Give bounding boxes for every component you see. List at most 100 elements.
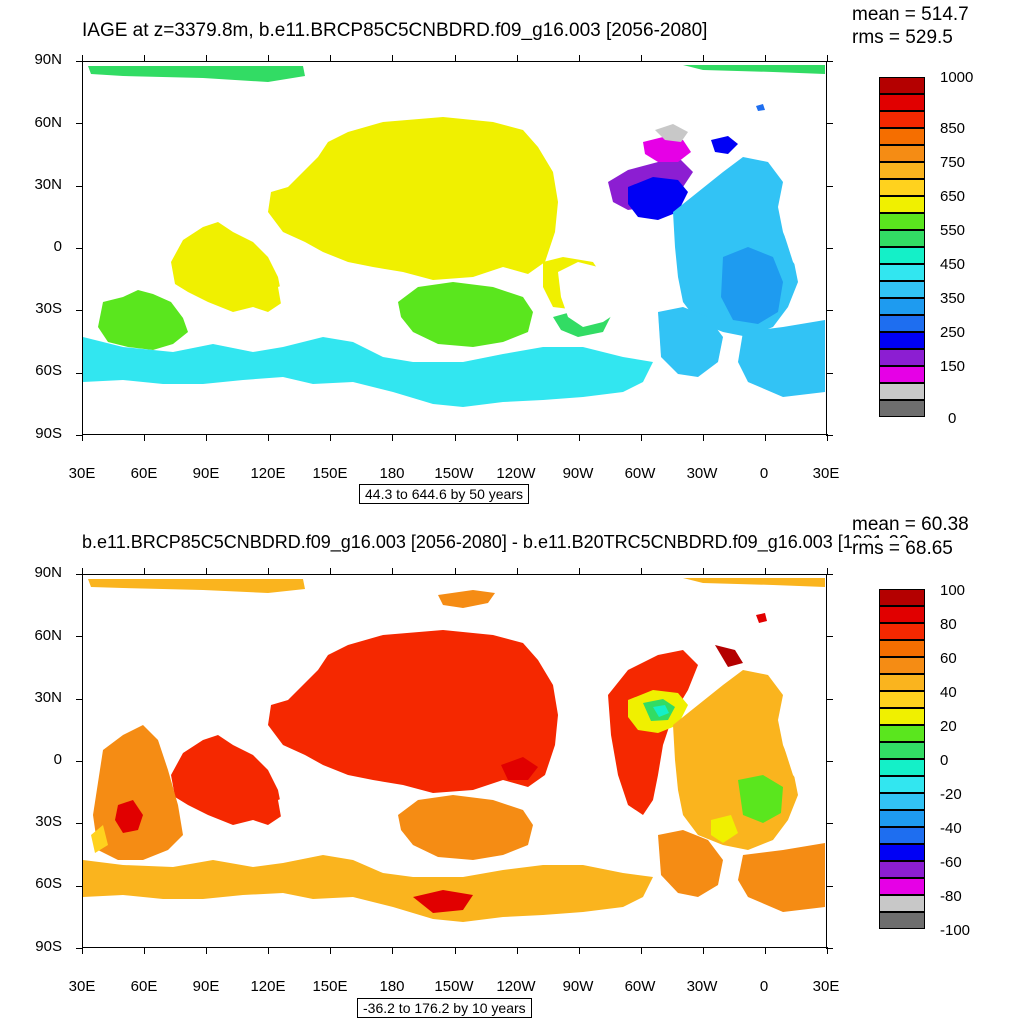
- top-colorbar-label: 450: [940, 256, 966, 273]
- bottom-lon-label: 30W: [686, 978, 718, 995]
- top-panel: IAGE at z=3379.8m, b.e11.BRCP85C5CNBDRD.…: [34, 4, 973, 504]
- bottom-lon-label: 60E: [130, 978, 158, 995]
- colorbar-swatch: [879, 332, 925, 349]
- top-lon-label: 120W: [496, 465, 536, 482]
- colorbar-swatch: [879, 383, 925, 400]
- top-lon-label: 60E: [130, 465, 158, 482]
- axis-tick: [826, 886, 833, 887]
- top-lat-label: 30N: [34, 176, 62, 193]
- colorbar-swatch: [879, 606, 925, 623]
- bottom-colorbar-label: 100: [940, 582, 966, 599]
- axis-tick: [455, 55, 456, 62]
- axis-tick: [826, 948, 833, 949]
- bottom-lon-label: 30E: [812, 978, 840, 995]
- bottom-colorbar-label: 60: [940, 650, 957, 667]
- colorbar-swatch: [879, 264, 925, 281]
- bottom-atlantic-red: [608, 650, 698, 815]
- bottom-arctic-orange-blob: [438, 590, 495, 608]
- axis-tick: [827, 55, 828, 62]
- top-colorbar-label: 150: [940, 358, 966, 375]
- axis-tick: [517, 434, 518, 441]
- bottom-land-mask-australia: [278, 790, 358, 835]
- colorbar-swatch: [879, 196, 925, 213]
- colorbar-swatch: [879, 589, 925, 606]
- top-land-mask-south-america: [558, 262, 623, 327]
- axis-tick: [826, 310, 833, 311]
- colorbar-swatch: [879, 742, 925, 759]
- top-atlantic-gray: [655, 124, 688, 142]
- axis-tick: [517, 568, 518, 575]
- axis-tick: [827, 434, 828, 441]
- axis-tick: [826, 123, 833, 124]
- axis-tick: [826, 435, 833, 436]
- axis-tick: [268, 434, 269, 441]
- axis-tick: [765, 568, 766, 575]
- bottom-contour-info: -36.2 to 176.2 by 10 years: [357, 998, 532, 1018]
- axis-tick: [392, 947, 393, 954]
- axis-tick: [268, 568, 269, 575]
- top-atlantic-blue-south: [721, 247, 783, 324]
- axis-tick: [765, 434, 766, 441]
- bottom-land-mask-south-america: [558, 775, 623, 840]
- top-arctic-blue-dot: [756, 104, 765, 111]
- top-land-mask-africa: [783, 202, 825, 292]
- bottom-atlantic-yellow-patch: [711, 815, 738, 843]
- axis-tick: [82, 434, 83, 441]
- bottom-colorbar-label: -60: [940, 854, 962, 871]
- top-rms-stat: rms = 529.5: [852, 27, 953, 48]
- axis-tick: [144, 434, 145, 441]
- axis-tick: [641, 434, 642, 441]
- top-lon-label: 90W: [562, 465, 594, 482]
- axis-tick: [826, 61, 833, 62]
- top-atlantic-cyan-sw: [658, 307, 723, 377]
- axis-tick: [641, 568, 642, 575]
- axis-tick: [268, 947, 269, 954]
- axis-tick: [703, 434, 704, 441]
- top-contour-info: 44.3 to 644.6 by 50 years: [359, 484, 529, 504]
- bottom-indian-red: [171, 735, 283, 825]
- bottom-west-darkred: [115, 800, 143, 833]
- axis-tick: [579, 434, 580, 441]
- axis-tick: [827, 947, 828, 954]
- axis-tick: [703, 568, 704, 575]
- axis-tick: [765, 947, 766, 954]
- bottom-colorbar-label: 20: [940, 718, 957, 735]
- axis-tick: [517, 55, 518, 62]
- colorbar-swatch: [879, 793, 925, 810]
- top-colorbar-label: 750: [940, 154, 966, 171]
- colorbar-swatch: [879, 912, 925, 929]
- axis-tick: [826, 823, 833, 824]
- colorbar-swatch: [879, 827, 925, 844]
- bottom-atlantic-darkred-ne: [715, 645, 743, 667]
- colorbar-swatch: [879, 691, 925, 708]
- axis-tick: [392, 568, 393, 575]
- top-lat-label: 60S: [35, 362, 62, 379]
- axis-tick: [826, 248, 833, 249]
- axis-tick: [82, 55, 83, 62]
- top-lon-label: 150W: [434, 465, 474, 482]
- colorbar-swatch: [879, 230, 925, 247]
- top-lat-label: 30S: [35, 300, 62, 317]
- axis-tick: [827, 568, 828, 575]
- colorbar-swatch: [879, 708, 925, 725]
- axis-tick: [144, 947, 145, 954]
- colorbar-swatch: [879, 895, 925, 912]
- axis-tick: [76, 435, 83, 436]
- top-lon-label: 150E: [312, 465, 348, 482]
- axis-tick: [703, 947, 704, 954]
- colorbar-swatch: [879, 657, 925, 674]
- bottom-lat-label: 90S: [35, 938, 62, 955]
- axis-tick: [206, 55, 207, 62]
- axis-tick: [579, 568, 580, 575]
- bottom-south-darkred: [413, 890, 473, 913]
- top-lon-label: 180: [379, 465, 405, 482]
- top-lon-label: 0: [759, 465, 769, 482]
- axis-tick: [330, 568, 331, 575]
- top-lat-label: 90N: [34, 51, 62, 68]
- axis-tick: [144, 568, 145, 575]
- colorbar-swatch: [879, 162, 925, 179]
- colorbar-swatch: [879, 844, 925, 861]
- top-lon-label: 60W: [624, 465, 656, 482]
- axis-tick: [76, 61, 83, 62]
- top-colorbar-label: 650: [940, 188, 966, 205]
